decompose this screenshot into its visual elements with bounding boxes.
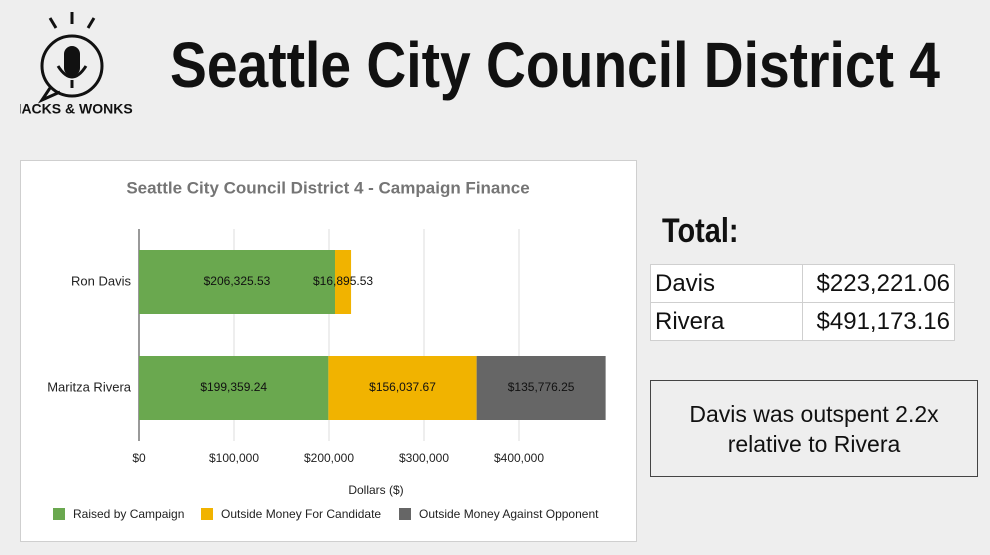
cell: Rivera — [650, 302, 803, 341]
legend-swatch — [201, 508, 213, 520]
x-tick-label: $200,000 — [304, 451, 354, 465]
x-tick-label: $300,000 — [399, 451, 449, 465]
legend-label: Raised by Campaign — [73, 507, 184, 521]
totals-title: Total: — [662, 212, 739, 250]
slide-title: Seattle City Council District 4 — [170, 29, 940, 101]
chart: Seattle City Council District 4 - Campai… — [20, 160, 637, 542]
logo-text: HACKS & WONKS — [20, 101, 133, 117]
y-tick-label: Ron Davis — [71, 273, 131, 288]
legend-swatch — [53, 508, 65, 520]
cell: $491,173.16 — [802, 302, 955, 341]
logo: HACKS & WONKS — [20, 12, 133, 117]
title-box: Seattle City Council District 4 — [170, 29, 940, 101]
x-tick-label: $400,000 — [494, 451, 544, 465]
bar — [476, 356, 606, 420]
bar — [139, 356, 329, 420]
bar — [139, 250, 336, 314]
x-axis-label: Dollars ($) — [348, 483, 403, 497]
data-label: $199,359.24 — [200, 380, 267, 394]
legend-swatch — [399, 508, 411, 520]
cell: $223,221.06 — [802, 264, 955, 303]
row: Davis $223,221.06 — [650, 264, 955, 303]
row: Rivera $491,173.16 — [650, 302, 955, 341]
note: Davis was outspent 2.2x relative to Rive… — [650, 380, 978, 477]
data-label: $16,895.53 — [313, 274, 373, 288]
bar — [335, 250, 352, 314]
chart-title: Seattle City Council District 4 - Campai… — [126, 178, 529, 197]
x-tick-label: $0 — [132, 451, 146, 465]
x-tick-label: $100,000 — [209, 451, 259, 465]
bar — [328, 356, 477, 420]
data-label: $135,776.25 — [508, 380, 575, 394]
legend-label: Outside Money Against Opponent — [419, 507, 599, 521]
y-tick-label: Maritza Rivera — [47, 379, 132, 394]
legend-label: Outside Money For Candidate — [221, 507, 381, 521]
data-label: $206,325.53 — [204, 274, 271, 288]
cell: Davis — [650, 264, 803, 303]
data-label: $156,037.67 — [369, 380, 436, 394]
totals-table: Davis $223,221.06 Rivera $491,173.16 — [650, 264, 955, 341]
